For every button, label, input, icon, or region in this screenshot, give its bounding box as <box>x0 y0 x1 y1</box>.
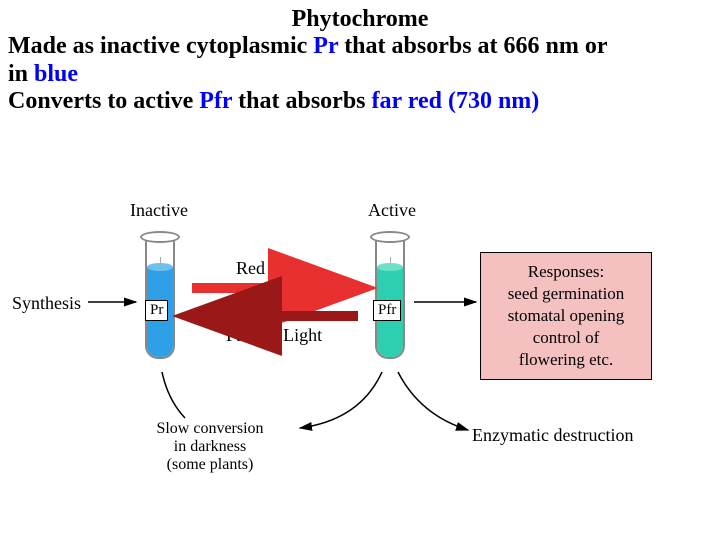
slow-conversion-arrow <box>300 372 382 428</box>
diagram-arrows <box>0 0 720 540</box>
slow-conversion-return <box>162 372 185 418</box>
enzymatic-arrow <box>398 372 468 430</box>
